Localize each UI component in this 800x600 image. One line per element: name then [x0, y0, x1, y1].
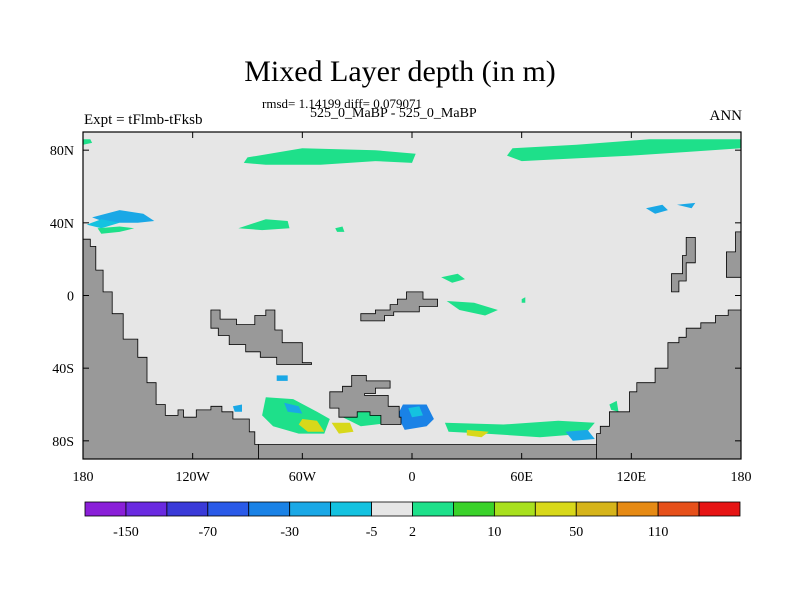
colorbar-label: 50	[569, 525, 583, 540]
colorbar-label: -30	[280, 525, 299, 540]
colorbar-swatch	[248, 501, 291, 517]
colorbar-label: -5	[366, 525, 378, 540]
chart-title: Mixed Layer depth (in m)	[244, 55, 556, 88]
anomaly-patch-so-yellow-2	[331, 422, 354, 434]
anomaly-patch-so-cyan-2	[408, 406, 423, 418]
anomaly-patch-eq-green	[441, 273, 465, 283]
x-tick-label: 180	[731, 470, 752, 485]
anomaly-patch-nw-blue	[92, 210, 155, 223]
x-tick-label: 120W	[176, 470, 211, 485]
colorbar-swatch	[698, 501, 741, 517]
anomaly-patch-so-blue-5	[276, 375, 288, 381]
anomaly-patch-so-yellow-3	[466, 429, 489, 438]
anomaly-patch-so-blue-3	[565, 429, 595, 441]
anomaly-patch-arctic-band-east	[507, 139, 741, 162]
colorbar-label: 110	[648, 525, 668, 540]
y-tick-label: 40N	[50, 217, 74, 232]
x-tick-label: 60W	[289, 470, 317, 485]
colorbar-swatch	[657, 501, 700, 517]
experiment-label: Expt = tFlmb-tFksb	[84, 112, 203, 128]
anomaly-patch-so-yellow-1	[298, 419, 325, 432]
land-eastern-continent	[596, 309, 742, 460]
land-central-continent	[210, 309, 312, 365]
land-western-continent	[82, 238, 259, 460]
anomaly-patch-so-green-4	[609, 400, 619, 412]
colorbar-swatch	[289, 501, 332, 517]
colorbar-swatch	[207, 501, 250, 517]
colorbar-label: 2	[409, 525, 416, 540]
y-tick-label: 80N	[50, 144, 74, 159]
anomaly-patch-so-blue-1	[284, 402, 303, 414]
x-tick-label: 60E	[510, 470, 533, 485]
colorbar-swatch	[575, 501, 618, 517]
anomaly-patch-nw-green	[97, 226, 135, 234]
colorbar-swatch	[371, 501, 413, 517]
x-tick-label: 180	[73, 470, 94, 485]
chart-subtitle: 525_0_MaBP - 525_0_MaBP	[310, 106, 477, 121]
land-east-thin-island	[671, 236, 696, 293]
y-tick-label: 80S	[52, 435, 74, 450]
anomaly-patch-mid-north-green	[238, 219, 290, 231]
anomaly-patch-so-blue-2	[397, 404, 434, 430]
season-label: ANN	[709, 108, 743, 124]
anomaly-patch-ne-blue	[646, 204, 668, 214]
colorbar-swatch	[330, 501, 372, 517]
anomaly-patch-ne-blue-2	[677, 202, 696, 209]
y-tick-label: 0	[67, 290, 74, 305]
anomaly-patch-arctic-band-west	[243, 148, 416, 165]
colorbar-label: 10	[487, 525, 501, 540]
x-tick-label: 0	[409, 470, 416, 485]
x-tick-label: 120E	[617, 470, 647, 485]
land-southern-block	[329, 374, 402, 425]
anomaly-patch-nw-corner-green	[83, 139, 93, 145]
colorbar-swatch	[453, 501, 495, 517]
colorbar-label: -70	[198, 525, 217, 540]
land-equatorial-island	[360, 291, 439, 322]
land-south-rim	[258, 444, 597, 460]
colorbar-swatch	[493, 501, 536, 517]
colorbar-swatch	[412, 501, 454, 517]
colorbar-swatch	[125, 501, 168, 517]
anomaly-patch-eq-green-2	[446, 301, 498, 316]
colorbar-swatch	[534, 501, 577, 517]
anomaly-patch-nw-cyan	[86, 219, 120, 229]
anomaly-patch-so-blue-4	[232, 404, 242, 412]
anomaly-patch-mid-north-green-2	[335, 226, 345, 232]
colorbar-label: -150	[113, 525, 139, 540]
y-tick-label: 40S	[52, 362, 74, 377]
colorbar-swatch	[616, 501, 659, 517]
stats-text: rmsd= 1.14199 diff= 0.079071	[262, 96, 422, 111]
anomaly-patch-eq-green-3	[521, 297, 526, 303]
colorbar-swatch	[166, 501, 209, 517]
colorbar-swatch	[84, 501, 127, 517]
